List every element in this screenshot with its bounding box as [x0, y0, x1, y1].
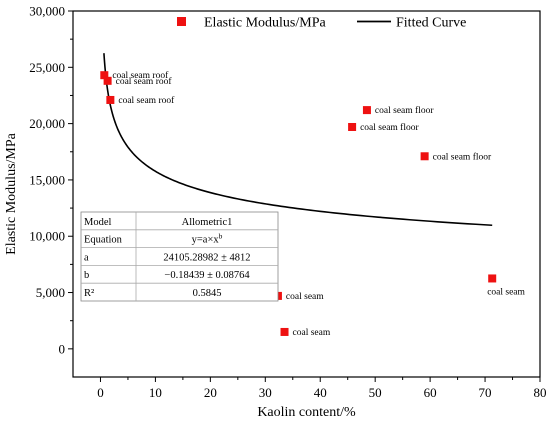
fit-table-value: 24105.28982 ± 4812: [163, 252, 250, 263]
data-point-marker: [420, 152, 429, 161]
data-point-label: coal seam roof: [118, 95, 175, 106]
x-tick-label: 70: [479, 385, 492, 400]
fit-table-value: 0.5845: [193, 288, 222, 299]
y-tick-label: 25,000: [29, 60, 65, 75]
fit-table-value: Allometric1: [182, 217, 233, 228]
y-tick-label: 15,000: [29, 172, 65, 187]
data-point-label: coal seam floor: [360, 122, 419, 133]
fit-table-key: b: [84, 270, 89, 281]
y-tick-label: 30,000: [29, 4, 65, 19]
data-point-label: coal seam: [487, 287, 525, 297]
fit-table-key: R²: [84, 288, 94, 299]
x-tick-label: 50: [369, 385, 382, 400]
data-point-label: coal seam roof: [112, 70, 169, 81]
y-tick-label: 0: [59, 341, 66, 356]
data-point-label: coal seam: [286, 292, 324, 302]
legend-label-fitted-curve: Fitted Curve: [396, 16, 466, 31]
data-point-label: coal seam floor: [433, 151, 492, 162]
x-tick-label: 30: [259, 385, 272, 400]
fit-table-superscript: b: [219, 232, 223, 241]
data-point-marker: [362, 106, 371, 115]
data-point-label: coal seam roof: [116, 76, 173, 87]
data-point-marker: [488, 274, 497, 283]
fitted-curve-line: [103, 53, 493, 227]
y-tick-label: 10,000: [29, 229, 65, 244]
x-tick-label: 10: [149, 385, 162, 400]
data-point-marker: [100, 71, 109, 80]
data-point-marker: [106, 95, 115, 104]
fit-table-key: Model: [84, 217, 111, 228]
data-point-label: coal seam floor: [375, 105, 434, 116]
x-tick-label: 80: [534, 385, 547, 400]
fit-table-key: Equation: [84, 235, 123, 246]
data-point-marker: [280, 327, 289, 336]
legend-label-elastic-modulus: Elastic Modulus/MPa: [204, 16, 327, 31]
fit-table-frame: [80, 211, 279, 302]
data-point-marker: [348, 122, 357, 131]
y-tick-label: 5,000: [36, 285, 65, 300]
data-point-label: coal seam: [293, 328, 331, 338]
fit-table-value: −0.18439 ± 0.08764: [164, 270, 250, 281]
x-tick-label: 40: [314, 385, 327, 400]
x-tick-label: 20: [204, 385, 217, 400]
y-tick-label: 20,000: [29, 116, 65, 131]
x-tick-label: 0: [97, 385, 104, 400]
fit-table-value: y=a×xb: [192, 232, 223, 246]
legend-marker-elastic-modulus: [177, 17, 186, 26]
fit-table-key: a: [84, 252, 89, 263]
x-tick-label: 60: [424, 385, 437, 400]
x-axis-title: Kaolin content/%: [257, 405, 356, 420]
plot-frame: [72, 10, 541, 378]
data-point-marker: [103, 76, 112, 85]
y-axis-title: Elastic Modulus/MPa: [4, 132, 19, 255]
